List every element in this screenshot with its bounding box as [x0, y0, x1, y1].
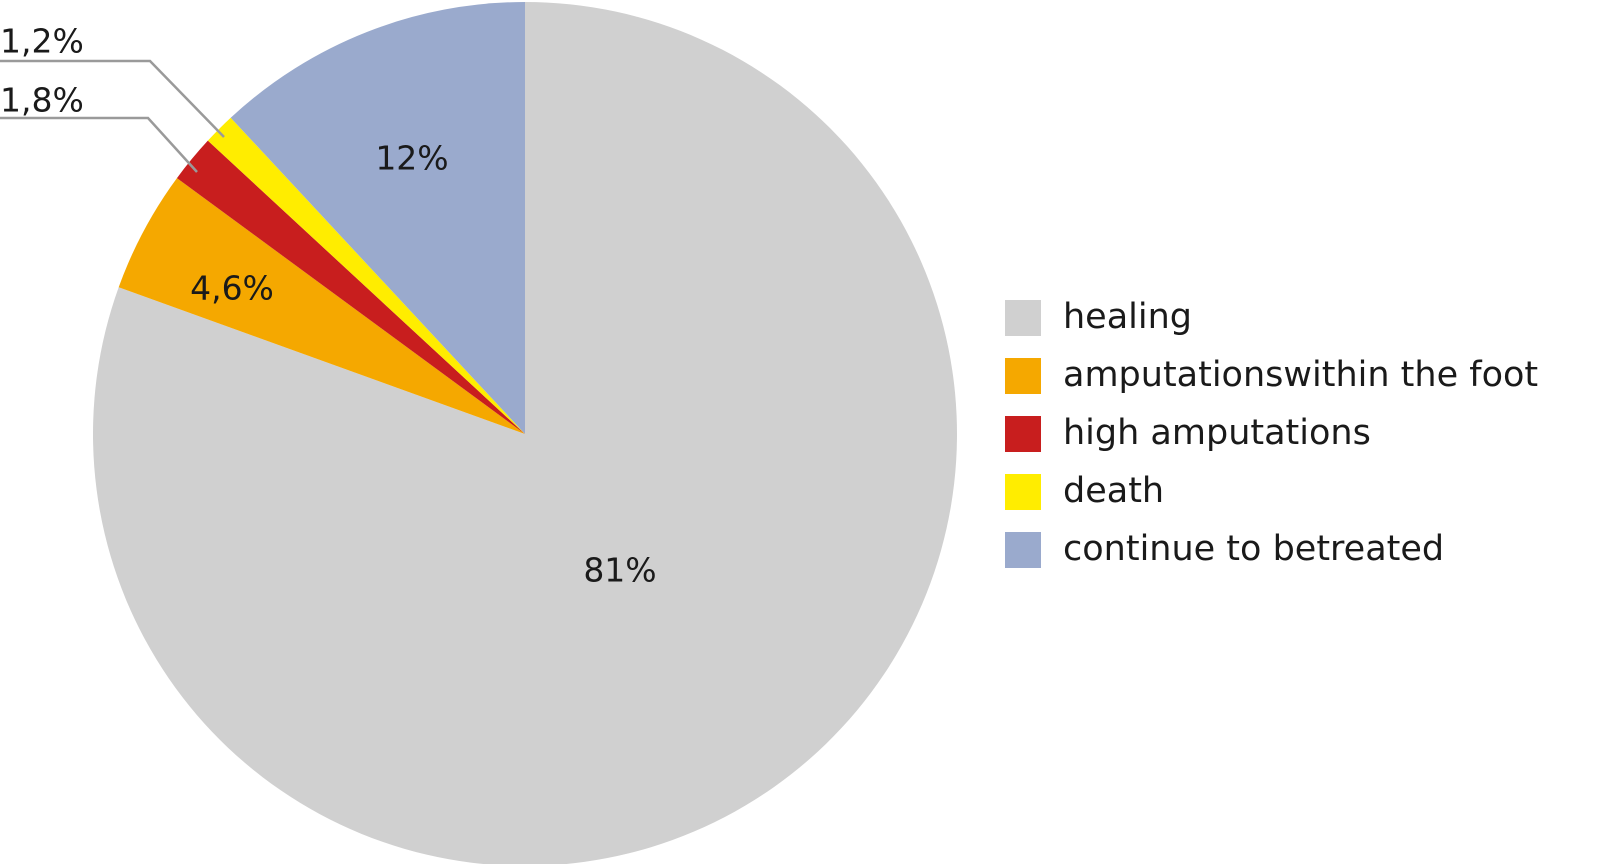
pie-slice-death: [207, 117, 525, 434]
pie-slice-amputationswithin-the-foot: [118, 178, 525, 434]
legend-label-continue-to-betreated: continue to betreated: [1063, 529, 1444, 569]
legend-label-death: death: [1063, 471, 1164, 511]
legend-label-healing: healing: [1063, 297, 1192, 337]
pie-slice-high-amputations: [176, 140, 526, 435]
legend-swatch-high-amputations: [1005, 416, 1041, 452]
leader-lines: [0, 59, 225, 173]
legend-item-continue-to-betreated: continue to betreated: [1005, 529, 1444, 569]
legend-item-death: death: [1005, 471, 1164, 511]
legend-swatch-amputationswithin-the-foot: [1005, 358, 1041, 394]
slice-label-high-amputations: 1,8%: [0, 81, 84, 120]
legend-label-amputationswithin-the-foot: amputationswithin the foot: [1063, 355, 1538, 395]
slice-labels: 81% 4,6% 1,8% 1,2% 12%: [0, 22, 657, 590]
pie-slice-continue-to-betreated: [230, 2, 526, 434]
legend-item-high-amputations: high amputations: [1005, 413, 1371, 453]
pie-slices: [93, 2, 957, 864]
legend-item-healing: healing: [1005, 297, 1192, 337]
legend-swatch-continue-to-betreated: [1005, 532, 1041, 568]
leader-line-death: [0, 59, 225, 138]
legend-swatch-death: [1005, 474, 1041, 510]
legend-label-high-amputations: high amputations: [1063, 413, 1371, 453]
slice-label-amputationswithin-the-foot: 4,6%: [190, 269, 274, 308]
pie-slice-healing: [93, 2, 957, 864]
legend: healing amputationswithin the foot high am…: [1005, 297, 1538, 569]
legend-swatch-healing: [1005, 300, 1041, 336]
slice-label-continue-to-betreated: 12%: [375, 139, 448, 178]
slice-label-healing: 81%: [583, 551, 656, 590]
leader-line-high-amputations: [0, 116, 198, 173]
legend-item-amputationswithin-the-foot: amputationswithin the foot: [1005, 355, 1538, 395]
slice-label-death: 1,2%: [0, 22, 84, 61]
